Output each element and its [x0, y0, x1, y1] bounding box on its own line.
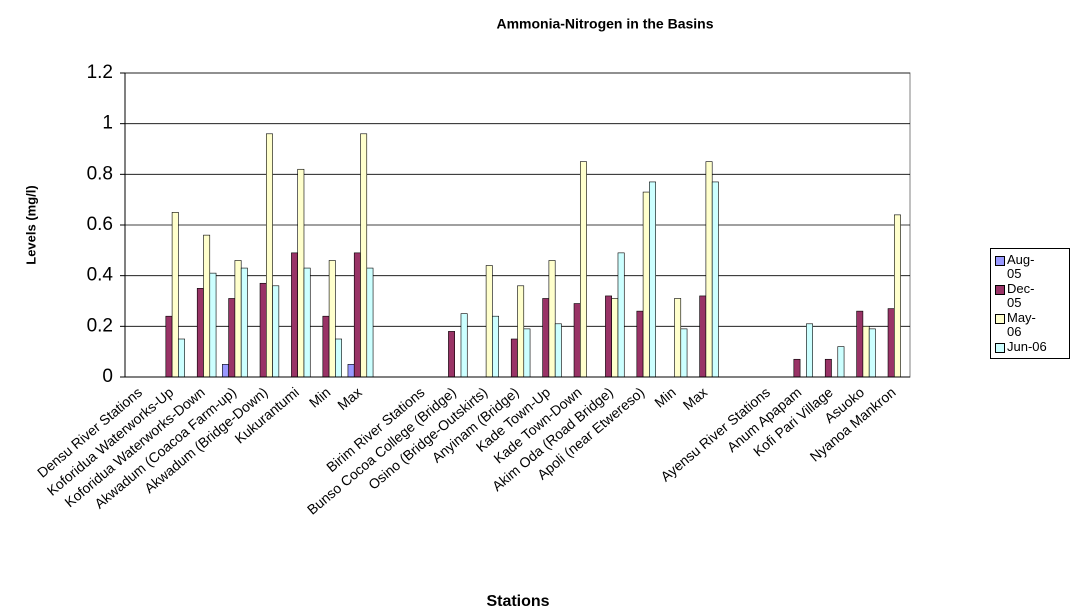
legend: Aug-05 Dec-05 May-06 Jun-06: [990, 248, 1070, 359]
bar: [887, 308, 895, 378]
bar: [203, 234, 211, 378]
legend-label: May-06: [1007, 310, 1036, 339]
bar: [196, 288, 204, 378]
bar: [165, 315, 173, 378]
bar: [492, 315, 499, 378]
bar: [485, 265, 493, 378]
bar: [228, 298, 236, 378]
bar: [893, 214, 901, 378]
bar: [862, 326, 870, 378]
bar: [711, 181, 719, 378]
bar: [579, 161, 587, 378]
x-tick-label: Min: [306, 384, 334, 411]
legend-swatch: [995, 256, 1005, 266]
legend-swatch: [995, 314, 1005, 324]
legend-swatch: [995, 285, 1005, 295]
y-tick-label: 1.2: [87, 62, 113, 83]
bar: [674, 298, 682, 378]
bar: [617, 252, 625, 378]
y-tick-label: 0.2: [87, 315, 113, 336]
bar: [335, 338, 342, 378]
bar: [699, 295, 707, 378]
y-tick-label: 0.4: [87, 265, 114, 286]
bar: [523, 328, 531, 378]
bar: [642, 191, 650, 378]
y-axis-title: Levels (mg/l): [23, 185, 38, 264]
legend-item: May-06: [995, 311, 1065, 339]
bar: [360, 133, 368, 378]
bar: [837, 346, 845, 378]
bar: [611, 298, 619, 378]
bar: [265, 133, 273, 378]
bar: [636, 310, 644, 378]
bar: [178, 338, 185, 378]
legend-label: Aug-05: [1007, 252, 1035, 281]
bar: [806, 323, 813, 378]
bar: [209, 272, 217, 378]
bar: [548, 260, 556, 378]
legend-label: Dec-05: [1007, 281, 1035, 310]
bar: [554, 323, 562, 378]
bar: [517, 285, 525, 378]
bar: [272, 285, 280, 378]
bar: [793, 358, 801, 378]
x-tick-label: Max: [680, 384, 711, 413]
bar: [240, 267, 248, 378]
bar: [222, 364, 229, 378]
bar: [705, 161, 713, 378]
bar: [824, 358, 832, 378]
bar: [448, 331, 456, 378]
chart-title: Ammonia-Nitrogen in the Basins: [496, 16, 713, 32]
bar: [366, 267, 374, 378]
bar: [259, 282, 267, 378]
bar: [605, 295, 612, 378]
y-tick-label: 0.6: [87, 214, 113, 235]
legend-swatch: [995, 343, 1005, 353]
y-tick-label: 1: [102, 113, 113, 134]
bar: [649, 181, 656, 378]
bar: [234, 260, 242, 378]
legend-item: Dec-05: [995, 282, 1065, 310]
bar: [542, 298, 550, 378]
bar: [510, 338, 518, 378]
bar: [322, 315, 330, 378]
x-tick-label: Min: [651, 384, 679, 411]
bar: [303, 267, 311, 378]
bar: [347, 364, 355, 378]
legend-item: Aug-05: [995, 253, 1065, 281]
bar: [460, 313, 468, 378]
legend-item: Jun-06: [995, 340, 1065, 354]
y-tick-label: 0: [102, 366, 113, 387]
bar: [291, 252, 299, 378]
y-tick-label: 0.8: [87, 163, 113, 184]
bar: [856, 310, 864, 378]
bar: [868, 328, 876, 378]
bar: [573, 303, 581, 378]
bar: [297, 168, 305, 378]
legend-label: Jun-06: [1007, 339, 1047, 354]
x-axis-title: Stations: [486, 593, 549, 610]
x-tick-label: Max: [334, 384, 365, 413]
bar: [353, 252, 361, 378]
bar: [171, 212, 179, 378]
bar: [680, 328, 688, 378]
bar: [328, 260, 336, 378]
